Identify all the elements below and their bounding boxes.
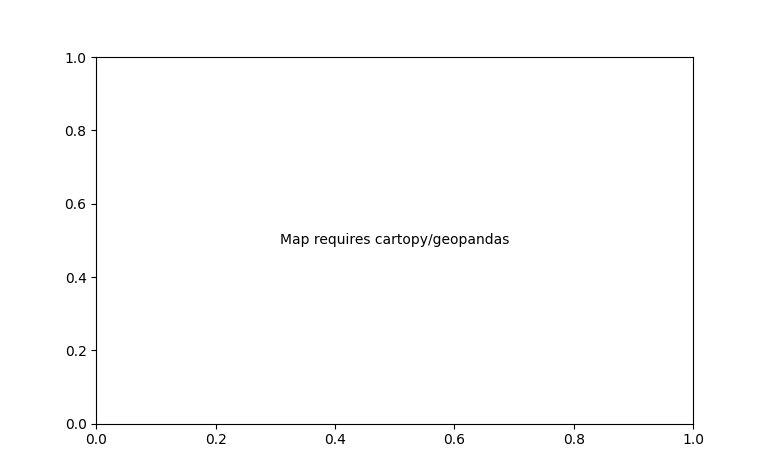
Text: Map requires cartopy/geopandas: Map requires cartopy/geopandas	[280, 233, 509, 248]
